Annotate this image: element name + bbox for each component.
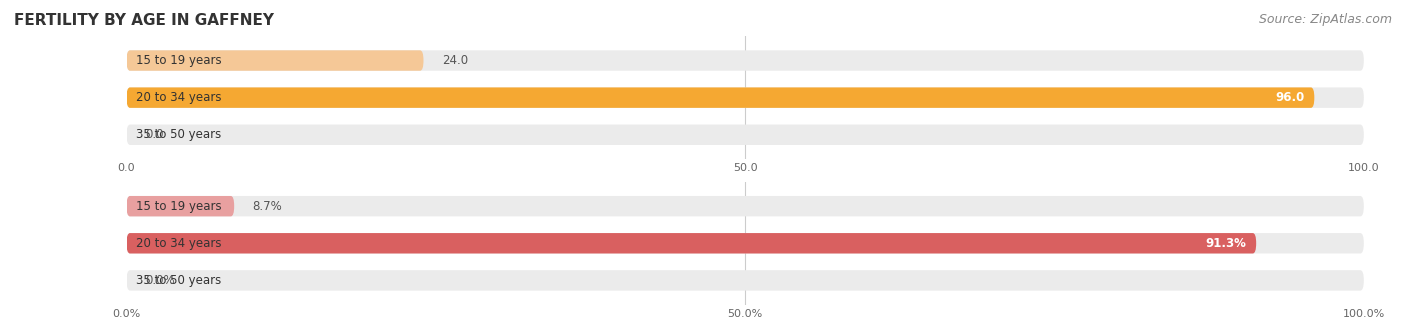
Text: 35 to 50 years: 35 to 50 years xyxy=(136,274,222,287)
Text: 0.0%: 0.0% xyxy=(145,274,174,287)
FancyBboxPatch shape xyxy=(127,50,1364,71)
Text: FERTILITY BY AGE IN GAFFNEY: FERTILITY BY AGE IN GAFFNEY xyxy=(14,13,274,28)
Text: 35 to 50 years: 35 to 50 years xyxy=(136,128,222,141)
Text: Source: ZipAtlas.com: Source: ZipAtlas.com xyxy=(1258,13,1392,26)
FancyBboxPatch shape xyxy=(127,87,1315,108)
Text: 96.0: 96.0 xyxy=(1275,91,1305,104)
FancyBboxPatch shape xyxy=(127,270,1364,291)
Text: 0.0: 0.0 xyxy=(145,128,163,141)
FancyBboxPatch shape xyxy=(127,196,1364,216)
Text: 91.3%: 91.3% xyxy=(1205,237,1246,250)
Text: 20 to 34 years: 20 to 34 years xyxy=(136,91,222,104)
Text: 15 to 19 years: 15 to 19 years xyxy=(136,54,222,67)
FancyBboxPatch shape xyxy=(127,196,235,216)
FancyBboxPatch shape xyxy=(127,87,1364,108)
Text: 8.7%: 8.7% xyxy=(253,200,283,213)
FancyBboxPatch shape xyxy=(127,233,1364,254)
Text: 24.0: 24.0 xyxy=(441,54,468,67)
FancyBboxPatch shape xyxy=(127,50,423,71)
Text: 15 to 19 years: 15 to 19 years xyxy=(136,200,222,213)
FancyBboxPatch shape xyxy=(127,124,1364,145)
Text: 20 to 34 years: 20 to 34 years xyxy=(136,237,222,250)
FancyBboxPatch shape xyxy=(127,233,1256,254)
